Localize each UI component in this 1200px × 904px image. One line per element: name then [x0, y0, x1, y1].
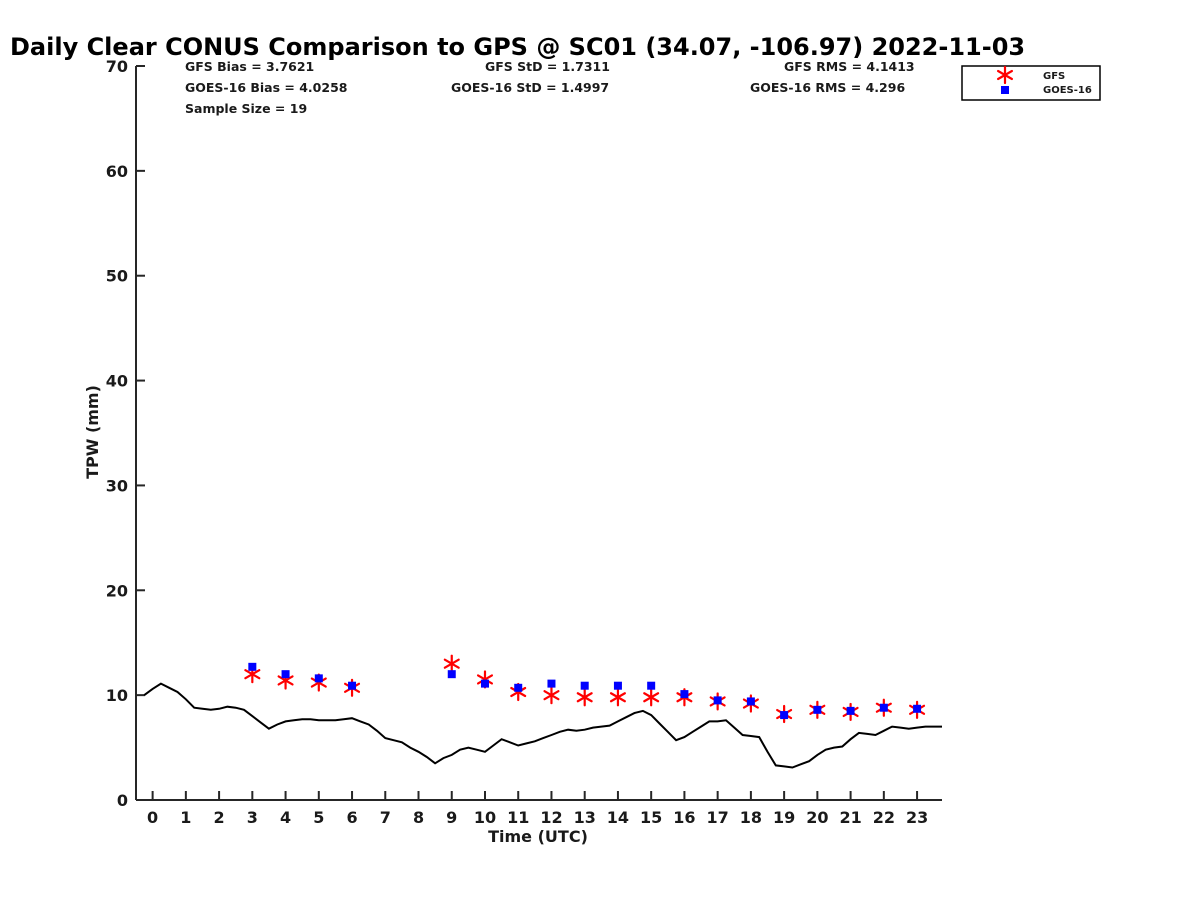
legend-box: [961, 65, 1101, 101]
asterisk-stroke: [543, 690, 560, 701]
goes16-series: [248, 662, 922, 720]
x-tick-label: 19: [773, 808, 795, 827]
y-tick-label: 30: [106, 476, 128, 495]
gfs-bias-stat: GFS Bias = 3.7621: [185, 59, 314, 74]
asterisk-stroke: [576, 692, 593, 703]
goes16-point: [613, 681, 622, 690]
y-tick-label: 10: [106, 686, 128, 705]
asterisk-stroke: [643, 692, 660, 703]
y-tick-label: 70: [106, 57, 128, 76]
chart-legend: GFS GOES-16: [961, 65, 1101, 101]
gfs-point: [576, 688, 593, 707]
goes16-point: [746, 697, 755, 706]
goes16-point: [846, 706, 855, 715]
goes16-point: [281, 670, 290, 679]
goes16-point: [480, 679, 489, 688]
y-axis-label: TPW (mm): [83, 385, 102, 479]
goes-bias-stat: GOES-16 Bias = 4.0258: [185, 80, 347, 95]
goes16-point: [314, 674, 323, 683]
x-tick-label: 3: [247, 808, 258, 827]
asterisk-stroke: [476, 674, 494, 685]
asterisk-stroke: [244, 669, 261, 680]
x-tick-label: 22: [873, 808, 895, 827]
goes16-point: [680, 690, 689, 699]
x-tick-label: 18: [740, 808, 762, 827]
x-tick-label: 21: [839, 808, 861, 827]
x-tick-label: 4: [280, 808, 291, 827]
legend-gfs-marker: [996, 65, 1014, 85]
x-tick-label: 9: [446, 808, 457, 827]
asterisk-stroke: [310, 677, 327, 688]
gps-series: [143, 682, 942, 769]
x-tick-label: 23: [906, 808, 928, 827]
asterisk-stroke: [510, 686, 527, 698]
gfs-point: [543, 686, 560, 705]
asterisk-stroke: [996, 69, 1014, 81]
goes16-point: [813, 705, 822, 714]
legend-gfs-asterisk: [996, 65, 1014, 85]
asterisk-stroke: [443, 658, 460, 669]
goes16-point: [913, 704, 922, 713]
y-tick-label: 50: [106, 267, 128, 286]
x-tick-label: 1: [180, 808, 191, 827]
x-tick-label: 5: [313, 808, 324, 827]
goes16-point: [780, 711, 789, 720]
x-tick-label: 6: [346, 808, 357, 827]
asterisk-stroke: [609, 692, 626, 703]
goes16-point: [547, 679, 556, 688]
gfs-std-stat: GFS StD = 1.7311: [485, 59, 610, 74]
legend-goes16-label: GOES-16: [1043, 85, 1092, 96]
x-tick-label: 8: [413, 808, 424, 827]
gfs-point: [443, 654, 460, 673]
x-tick-label: 2: [214, 808, 225, 827]
gfs-point: [643, 688, 660, 707]
y-tick-label: 40: [106, 372, 128, 391]
goes16-point: [514, 683, 523, 692]
x-tick-label: 16: [673, 808, 695, 827]
x-tick-label: 7: [380, 808, 391, 827]
goes16-point: [248, 662, 257, 671]
x-tick-label: 20: [806, 808, 828, 827]
goes16-point: [647, 681, 656, 690]
gfs-point: [609, 688, 626, 707]
goes-std-stat: GOES-16 StD = 1.4997: [451, 80, 609, 95]
y-tick-label: 0: [117, 791, 128, 810]
x-tick-label: 13: [574, 808, 596, 827]
goes16-point: [713, 696, 722, 705]
y-tick-label: 20: [106, 581, 128, 600]
x-tick-label: 12: [540, 808, 562, 827]
goes16-point: [348, 681, 357, 690]
chart-title: Daily Clear CONUS Comparison to GPS @ SC…: [10, 33, 1025, 61]
asterisk-stroke: [277, 675, 294, 686]
x-axis-label: Time (UTC): [488, 827, 588, 846]
x-tick-label: 0: [147, 808, 158, 827]
legend-gfs-label: GFS: [1043, 71, 1065, 82]
y-tick-label: 60: [106, 162, 128, 181]
x-tick-label: 17: [707, 808, 729, 827]
goes16-point: [879, 703, 888, 712]
x-tick-label: 15: [640, 808, 662, 827]
x-tick-label: 14: [607, 808, 629, 827]
gfs-rms-stat: GFS RMS = 4.1413: [784, 59, 915, 74]
goes16-point: [580, 681, 589, 690]
goes-rms-stat: GOES-16 RMS = 4.296: [750, 80, 905, 95]
legend-goes16-marker: [1001, 86, 1009, 94]
goes16-point: [447, 670, 456, 679]
x-tick-label: 10: [474, 808, 496, 827]
gps-line: [143, 682, 942, 769]
x-tick-label: 11: [507, 808, 529, 827]
sample-size-stat: Sample Size = 19: [185, 101, 307, 116]
